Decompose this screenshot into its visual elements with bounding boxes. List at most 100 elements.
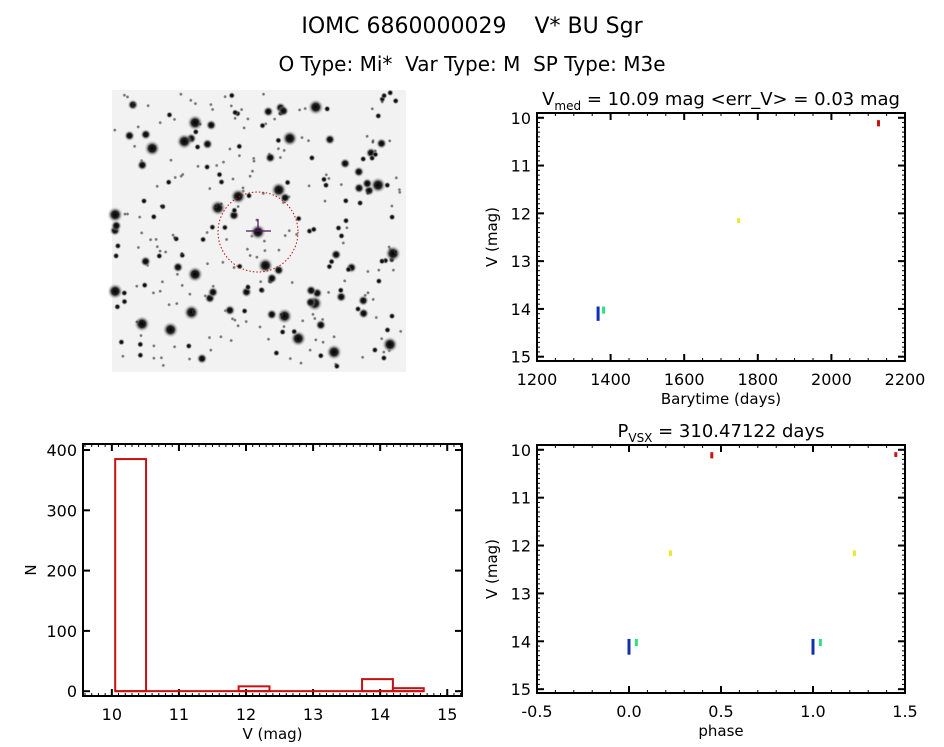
star <box>380 92 388 100</box>
star <box>339 182 344 187</box>
star <box>273 264 285 276</box>
histogram-chart: 10 11 12 13 14 15 0 100 200 300 400 V (mag) N <box>22 441 463 743</box>
star <box>245 247 250 252</box>
star <box>136 340 144 348</box>
star <box>193 101 198 106</box>
star <box>150 213 158 221</box>
star <box>134 284 139 289</box>
phase-y-tick-label: 15 <box>511 680 531 699</box>
phase-x-tick-label: 0.0 <box>616 702 641 721</box>
star <box>187 266 204 283</box>
histogram-bar <box>391 687 425 693</box>
star <box>198 122 203 127</box>
star <box>208 102 214 107</box>
star <box>385 245 401 262</box>
star <box>360 355 365 360</box>
star <box>163 249 168 255</box>
histogram-y-tick-label: 0 <box>67 682 77 701</box>
histogram-x-tick-label: 13 <box>303 705 323 724</box>
star <box>324 172 329 177</box>
star <box>323 105 331 113</box>
star <box>307 347 313 353</box>
star <box>374 315 379 320</box>
star <box>391 267 396 273</box>
phase-title: PVSX = 310.47122 days <box>618 421 825 445</box>
star <box>335 224 342 232</box>
lightcurve-x-tick-label: 2200 <box>885 370 926 389</box>
star <box>394 175 399 180</box>
star <box>380 99 385 105</box>
star <box>236 262 244 270</box>
star <box>207 335 212 340</box>
star <box>161 363 166 368</box>
object-types: O Type: Mi* Var Type: M SP Type: M3e <box>0 52 944 76</box>
star <box>393 249 398 254</box>
phase-y-label: V (mag) <box>483 539 501 599</box>
star <box>235 323 241 328</box>
star <box>202 138 213 150</box>
star <box>176 133 193 150</box>
phase-x-label: phase <box>698 722 743 740</box>
star <box>203 163 211 171</box>
star <box>241 307 249 315</box>
star <box>262 238 267 244</box>
star <box>317 352 325 360</box>
star <box>112 127 118 133</box>
lightcurve-x-tick-label: 1800 <box>737 370 778 389</box>
star <box>262 248 268 253</box>
histogram-x-tick-label: 14 <box>370 705 390 724</box>
star <box>145 103 151 108</box>
star <box>158 289 163 294</box>
lightcurve-x-tick-label: 2000 <box>811 370 852 389</box>
phase-x-tick-label: 0.5 <box>708 702 733 721</box>
star <box>229 338 234 343</box>
phase-chart: -0.5 0.0 0.5 1.0 1.5 10 11 12 13 14 15 phase V (mag)… <box>483 421 918 740</box>
star <box>153 237 159 242</box>
lightcurve-y-tick-label: 10 <box>511 109 531 128</box>
lightcurve-y-tick-label: 14 <box>511 300 531 319</box>
star <box>207 286 219 298</box>
star <box>136 124 141 130</box>
target-circle <box>217 191 299 273</box>
star <box>342 197 350 205</box>
histogram-bar <box>114 458 148 693</box>
star <box>134 315 150 332</box>
star <box>262 106 274 118</box>
star <box>244 283 252 291</box>
star <box>224 304 236 316</box>
star <box>257 324 263 330</box>
star <box>284 179 292 186</box>
star <box>172 261 184 273</box>
star <box>172 344 177 349</box>
star <box>155 184 160 189</box>
star <box>158 120 163 125</box>
star <box>172 235 177 240</box>
star <box>383 181 391 189</box>
star <box>288 356 293 361</box>
histogram-y-tick-label: 100 <box>46 622 77 641</box>
phase-y-tick-label: 14 <box>511 632 531 651</box>
star <box>107 206 124 223</box>
lightcurve-y-label: V (mag) <box>483 207 501 267</box>
star <box>380 354 388 362</box>
star <box>160 279 165 284</box>
star <box>388 312 396 320</box>
histogram-x-tick-label: 11 <box>169 705 189 724</box>
star <box>196 353 208 365</box>
star <box>386 89 394 97</box>
star <box>307 99 324 116</box>
histogram-bar <box>361 678 394 693</box>
star <box>392 97 400 105</box>
star <box>151 343 157 349</box>
star <box>397 190 402 195</box>
star <box>208 347 213 353</box>
star <box>297 107 302 113</box>
star <box>261 191 266 196</box>
star <box>344 266 352 273</box>
star <box>205 261 210 266</box>
star <box>221 159 226 165</box>
star <box>209 199 226 216</box>
star <box>376 267 381 273</box>
star <box>230 206 238 214</box>
star <box>353 182 365 194</box>
